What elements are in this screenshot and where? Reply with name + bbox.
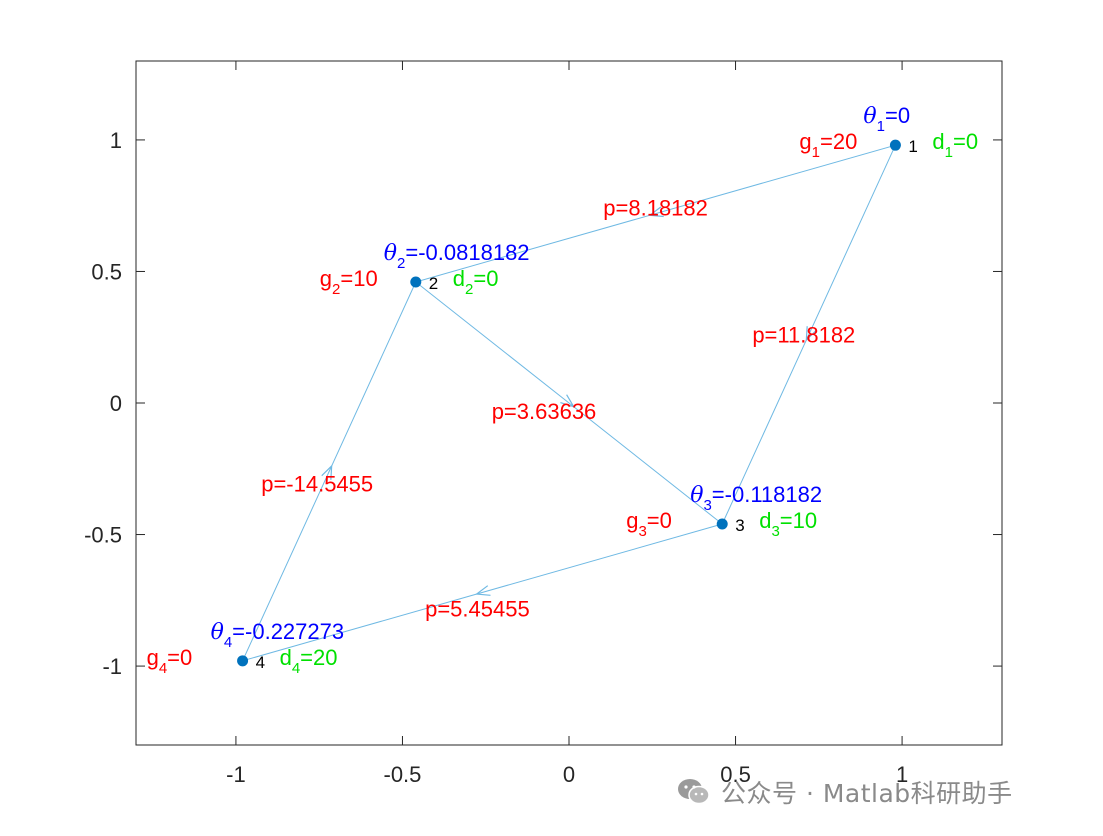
theta-value: =-0.0818182 xyxy=(405,240,529,265)
edge-flow-label: p=8.18182 xyxy=(603,196,708,221)
theta-subscript: 1 xyxy=(877,118,885,135)
node-id-label: 1 xyxy=(908,137,917,156)
edges-layer xyxy=(242,144,896,662)
node-generation-label: g2=10 xyxy=(320,266,378,298)
edge-line xyxy=(721,144,896,525)
theta-symbol: θ xyxy=(384,241,397,266)
edge-arrow xyxy=(321,464,333,480)
edge-line xyxy=(242,523,723,662)
node-generation-label: g3=0 xyxy=(626,508,672,540)
node-angle-label: θ2=-0.0818182 xyxy=(384,240,530,272)
edge-arrow xyxy=(648,206,664,218)
wechat-icon xyxy=(677,777,711,807)
node-id-label: 2 xyxy=(429,274,438,293)
node-demand-label: d3=10 xyxy=(759,508,817,540)
theta-subscript: 3 xyxy=(703,497,711,514)
edge-line xyxy=(242,281,417,662)
theta-symbol: θ xyxy=(690,483,703,508)
edge-arrow xyxy=(805,326,817,342)
edge-flow-label: p=-14.5455 xyxy=(261,471,373,496)
theta-value: =0 xyxy=(885,103,910,128)
node-id-label: 4 xyxy=(256,653,265,672)
d-subscript: 4 xyxy=(292,660,300,677)
d-subscript: 3 xyxy=(771,523,779,540)
d-value: =20 xyxy=(300,645,337,670)
x-tick-label: -1 xyxy=(226,762,246,787)
d-symbol: d xyxy=(759,508,771,533)
nodes-layer: 1 2 3 4 xyxy=(237,137,918,672)
d-value: =10 xyxy=(780,508,817,533)
y-tick-label: 1 xyxy=(110,128,122,153)
axes: -1 -0.5 0 0.5 1 -1 -0.5 0 0.5 1 xyxy=(84,60,1003,787)
node-marker xyxy=(237,655,249,667)
theta-subscript: 4 xyxy=(224,634,232,651)
node-marker xyxy=(410,276,422,288)
node-id-label: 3 xyxy=(735,516,744,535)
y-tick-label: -0.5 xyxy=(84,523,122,548)
node-generation-label: g1=20 xyxy=(799,129,857,161)
edge-flow-label: p=11.8182 xyxy=(752,323,855,348)
g-subscript: 4 xyxy=(159,660,167,677)
theta-symbol: θ xyxy=(211,620,224,645)
node-angle-label: θ1=0 xyxy=(863,103,910,135)
edge-arrow xyxy=(475,585,491,596)
edge-flow-label: p=5.45455 xyxy=(425,596,530,621)
node-demand-label: d2=0 xyxy=(453,266,499,298)
theta-subscript: 2 xyxy=(397,255,405,272)
node-angle-label: θ4=-0.227273 xyxy=(211,619,345,651)
theta-value: =-0.118182 xyxy=(712,482,822,507)
node-generation-label: g4=0 xyxy=(147,645,193,677)
labels-layer: p=8.18182 p=11.8182 p=3.63636 p=-14.5455 p=5… xyxy=(147,103,979,677)
d-subscript: 1 xyxy=(945,144,953,161)
node-angle-label: θ3=-0.118182 xyxy=(690,482,822,514)
x-tick-label: 0 xyxy=(563,762,575,787)
edge-line xyxy=(415,281,723,525)
d-symbol: d xyxy=(453,266,465,291)
x-tick-label: 1 xyxy=(896,762,908,787)
d-symbol: d xyxy=(932,129,944,154)
watermark: 公众号 · Matlab科研助手 xyxy=(677,772,1013,812)
node-marker xyxy=(889,139,901,151)
y-tick-label: 0.5 xyxy=(91,259,122,284)
g-subscript: 3 xyxy=(638,523,646,540)
d-value: =0 xyxy=(953,129,978,154)
node-demand-label: d1=0 xyxy=(932,129,978,161)
node-demand-label: d4=20 xyxy=(280,645,338,677)
g-symbol: g xyxy=(147,645,159,670)
g-subscript: 2 xyxy=(332,281,340,298)
edge-flow-label: p=3.63636 xyxy=(492,399,597,424)
g-value: =0 xyxy=(647,508,672,533)
g-value: =10 xyxy=(340,266,377,291)
g-symbol: g xyxy=(626,508,638,533)
g-value: =0 xyxy=(167,645,192,670)
g-symbol: g xyxy=(799,129,811,154)
d-value: =0 xyxy=(473,266,498,291)
node-marker xyxy=(716,518,728,530)
g-subscript: 1 xyxy=(812,144,820,161)
edge-line xyxy=(415,144,896,283)
g-symbol: g xyxy=(320,266,332,291)
d-subscript: 2 xyxy=(465,281,473,298)
x-tick-label: -0.5 xyxy=(384,762,422,787)
theta-symbol: θ xyxy=(863,104,876,129)
d-symbol: d xyxy=(280,645,292,670)
x-tick-label: 0.5 xyxy=(720,762,751,787)
watermark-text: 公众号 · Matlab科研助手 xyxy=(721,779,1013,808)
g-value: =20 xyxy=(820,129,857,154)
edge-arrow xyxy=(560,394,576,408)
theta-value: =-0.227273 xyxy=(232,619,344,644)
y-tick-label: -1 xyxy=(102,654,122,679)
y-tick-label: 0 xyxy=(110,391,122,416)
